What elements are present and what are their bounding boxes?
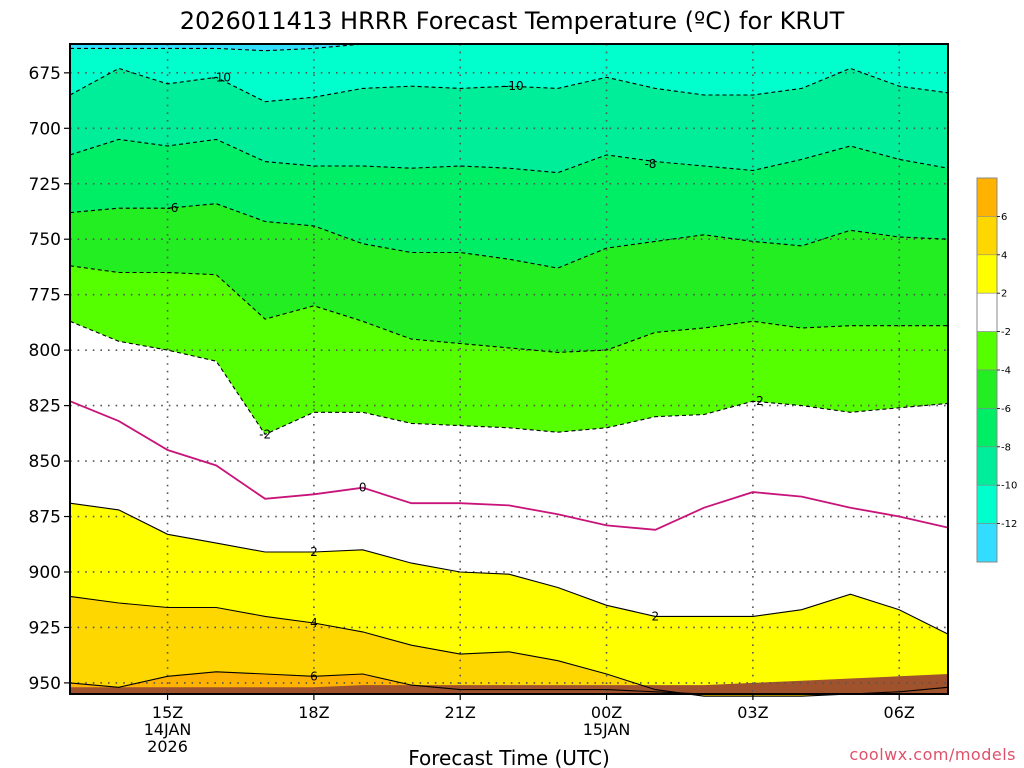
x-axis-label: Forecast Time (UTC) — [408, 746, 610, 768]
contour-label: 0 — [359, 481, 367, 495]
temperature-fill-layer — [70, 44, 948, 697]
contour-label: -10 — [504, 79, 524, 93]
contour-label: -8 — [644, 157, 656, 171]
y-tick-label: 825 — [29, 397, 61, 417]
colorbar-swatch — [976, 408, 998, 448]
ground-layer — [70, 674, 948, 694]
colorbar-label: -12 — [1001, 519, 1017, 530]
x-tick-label: 03Z — [737, 703, 768, 722]
colorbar-swatch — [976, 177, 998, 217]
colorbar-swatch — [976, 292, 998, 332]
colorbar-label: -4 — [1001, 366, 1011, 377]
site-credit: coolwx.com/models — [849, 745, 1016, 764]
y-tick-label: 775 — [29, 286, 61, 306]
colorbar-swatch — [976, 331, 998, 371]
contour-label-layer: -10 -10 -8 -6 -2 -2 0 2 2 4 6 — [166, 70, 763, 683]
isotherm--2 — [69, 320, 949, 436]
colorbar-swatch — [976, 446, 998, 486]
x-tick-label: 14JAN — [144, 720, 192, 739]
colorbar-label: -10 — [1001, 481, 1017, 492]
y-tick-label: 850 — [29, 452, 61, 472]
x-tick-label: 15Z — [152, 703, 183, 722]
y-tick-label: 750 — [29, 230, 61, 250]
y-axis: 675 700 725 750 775 800 825 850 875 900 925 950 — [29, 64, 70, 694]
isotherm-4 — [69, 595, 949, 697]
plot-frame — [69, 43, 949, 695]
isotherm--8 — [69, 138, 949, 174]
x-tick-label: 2026 — [147, 737, 188, 756]
contour-label: 2 — [310, 545, 318, 559]
colorbar-swatch — [976, 254, 998, 294]
colorbar-swatch — [976, 216, 998, 256]
colorbar-label: -6 — [1001, 404, 1011, 415]
contour-label: 6 — [310, 669, 318, 683]
colorbar-label: -2 — [1001, 327, 1011, 338]
x-tick-label: 21Z — [445, 703, 476, 722]
colorbar: 6 4 2 -2 -4 -6 -8 -10 -12 — [976, 177, 1017, 563]
colorbar-swatch — [976, 369, 998, 409]
x-tick-label: 15JAN — [583, 720, 631, 739]
isotherm-0 — [69, 400, 949, 531]
y-tick-label: 675 — [29, 64, 61, 84]
colorbar-label: 6 — [1001, 212, 1007, 223]
colorbar-swatch — [976, 484, 998, 524]
colorbar-swatch — [976, 523, 998, 563]
y-tick-label: 800 — [29, 341, 61, 361]
ground-fill — [70, 674, 948, 694]
y-tick-label: 875 — [29, 508, 61, 528]
contour-label: -2 — [752, 394, 764, 408]
isotherm-2 — [69, 502, 949, 635]
isotherm--4 — [69, 265, 948, 353]
y-tick-label: 925 — [29, 618, 61, 638]
y-tick-label: 725 — [29, 175, 61, 195]
colorbar-label: -8 — [1001, 442, 1011, 453]
x-tick-label: 06Z — [884, 703, 915, 722]
contour-label: -10 — [211, 70, 231, 84]
x-tick-label: 00Z — [591, 703, 622, 722]
contour-label: 4 — [310, 616, 318, 630]
y-tick-label: 950 — [29, 674, 61, 694]
y-tick-label: 700 — [29, 119, 61, 139]
contour-label: 2 — [652, 609, 660, 623]
x-tick-label: 18Z — [298, 703, 329, 722]
colorbar-label: 4 — [1001, 250, 1007, 261]
contour-label: -2 — [259, 427, 271, 441]
chart-title: 2026011413 HRRR Forecast Temperature (ºC… — [180, 7, 845, 35]
colorbar-label: 2 — [1001, 289, 1007, 300]
contour-label: -6 — [166, 201, 178, 215]
isotherm-layer — [69, 43, 949, 697]
y-tick-label: 900 — [29, 563, 61, 583]
isotherm--10 — [69, 67, 949, 103]
fill-band-4_6 — [70, 596, 948, 697]
